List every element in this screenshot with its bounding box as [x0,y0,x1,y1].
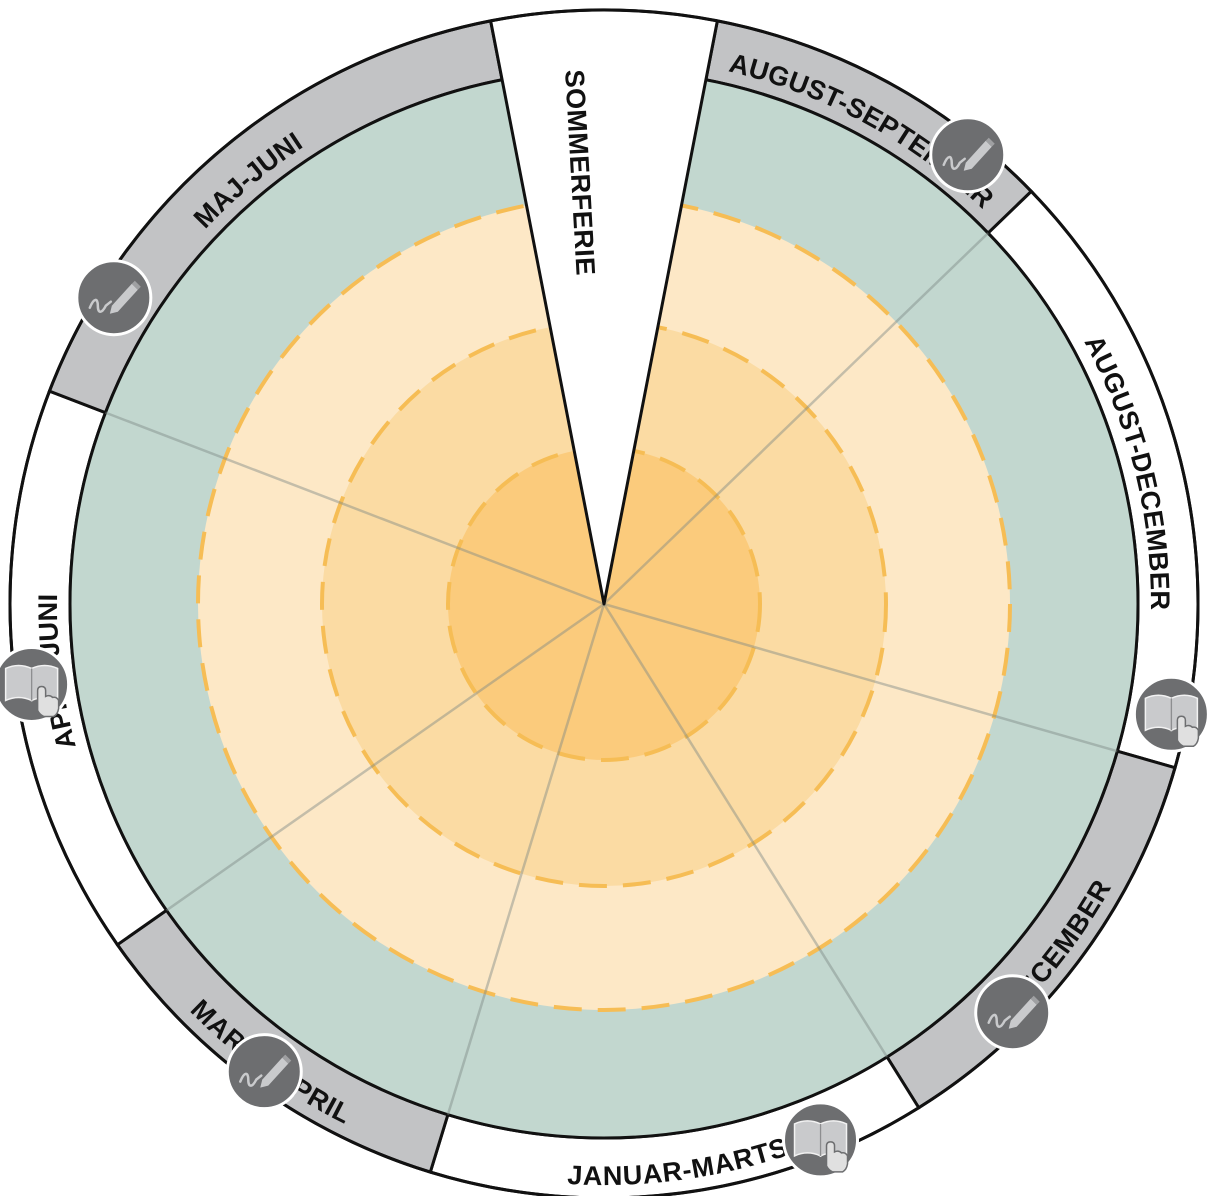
book-hand-icon [1132,675,1208,753]
pencil-icon [225,1033,303,1111]
divider-line-6 [105,411,605,606]
divider-line-5 [165,602,605,912]
segment-dividers [105,232,1118,1116]
outer-outline [8,8,1200,1196]
pencil-icon [929,116,1007,194]
divider-line-4 [446,603,606,1116]
divider-line-2 [603,602,1118,753]
segment-icons [0,116,1208,1179]
book-hand-icon [782,1101,860,1179]
dashed-circle-inner [446,446,762,762]
divider-line-3 [602,603,889,1058]
book-hand-icon [0,645,71,723]
divider-line-1 [603,232,989,605]
pencil-icon [75,259,153,337]
pencil-icon [974,974,1052,1052]
